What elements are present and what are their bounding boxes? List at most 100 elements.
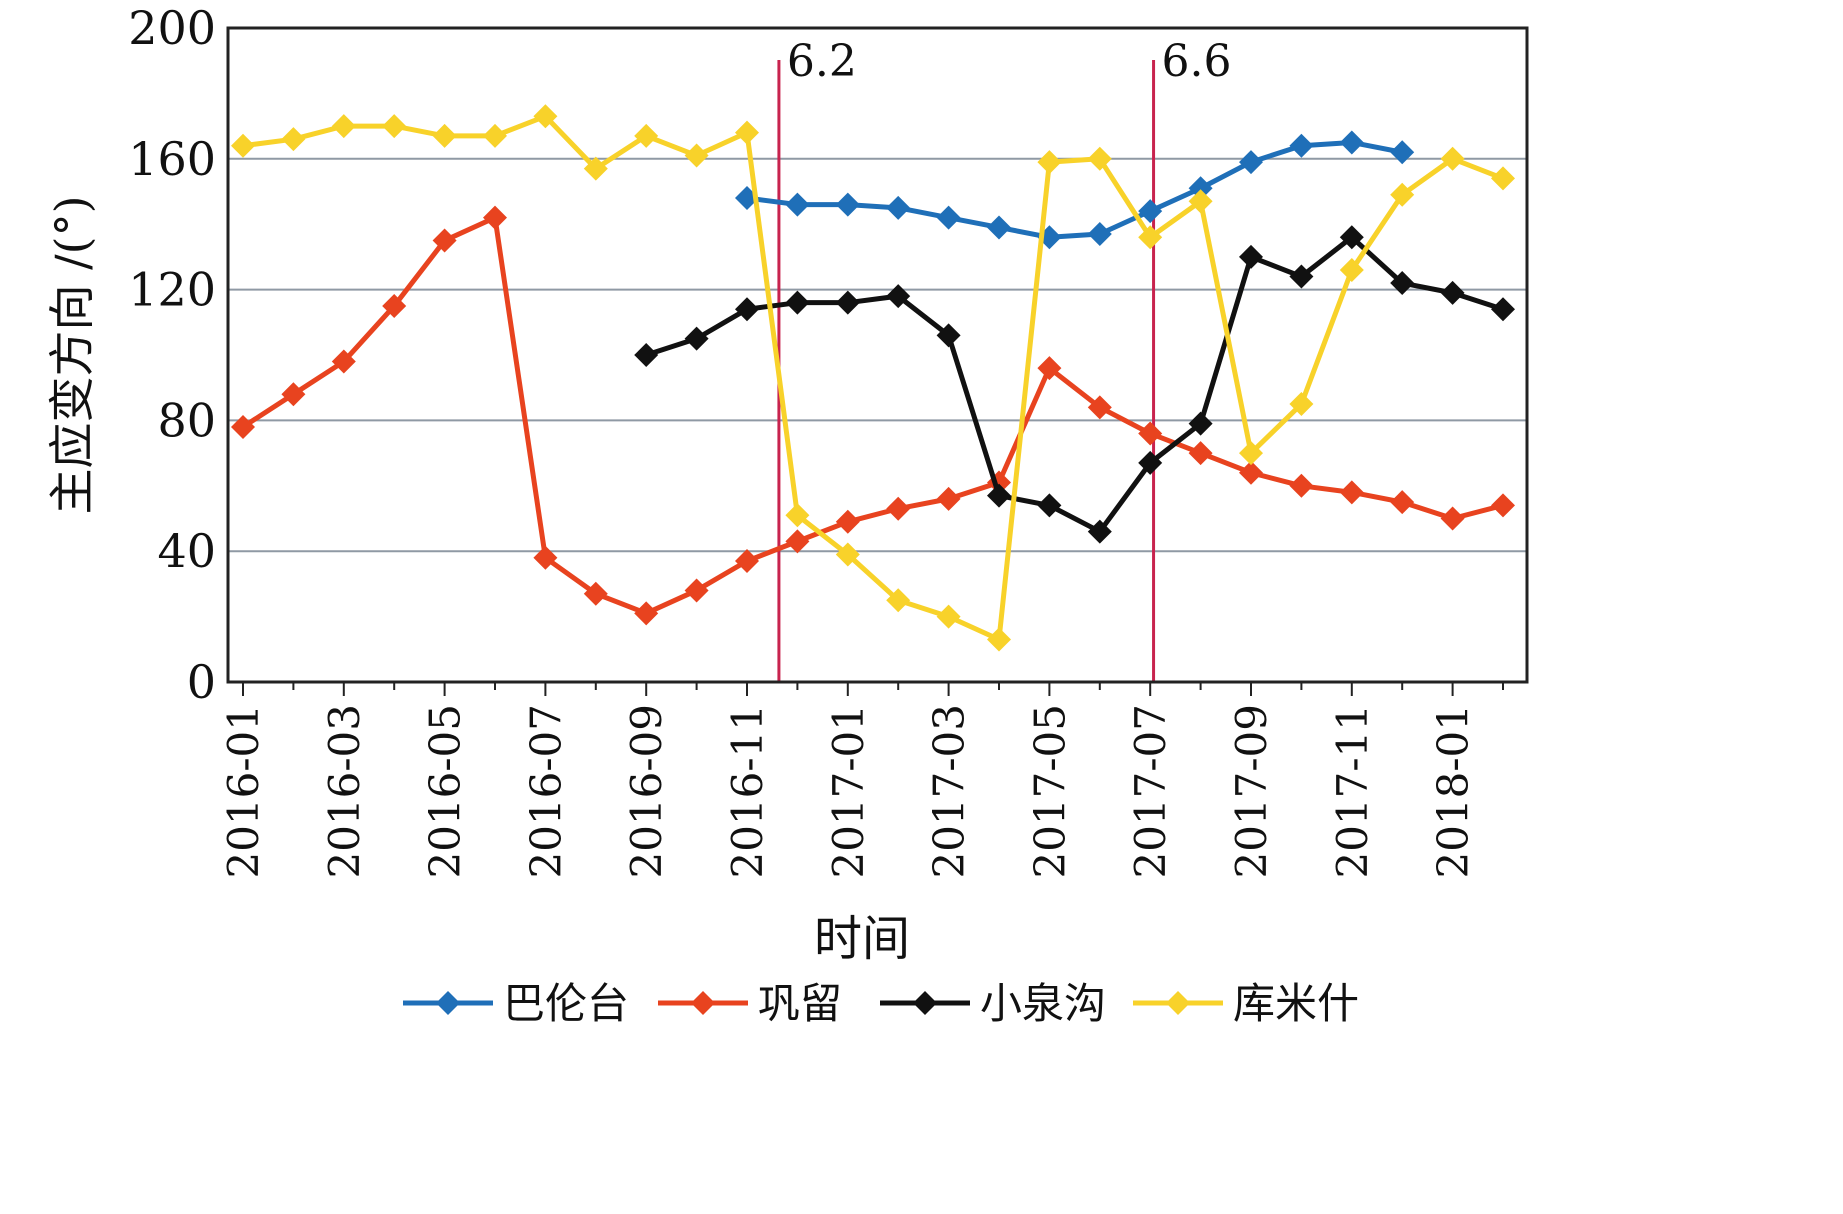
data-point bbox=[231, 133, 255, 158]
data-point bbox=[331, 114, 356, 139]
data-point bbox=[432, 123, 457, 148]
legend-item: 小泉沟 bbox=[880, 979, 1106, 1028]
series-巩留 bbox=[231, 205, 1515, 626]
series-line bbox=[645, 234, 1504, 535]
data-point bbox=[1289, 392, 1314, 417]
legend-label: 小泉沟 bbox=[980, 979, 1106, 1028]
data-point bbox=[634, 123, 659, 148]
data-point bbox=[634, 601, 659, 626]
x-axis: 2016-01 2016-03 2016-05 2016-07 2016-09 2016-… bbox=[219, 682, 1504, 879]
data-point bbox=[987, 215, 1011, 240]
x-tick-label: 2017-09 bbox=[1227, 704, 1276, 879]
series-group bbox=[231, 104, 1515, 652]
x-tick-label: 2016-01 bbox=[219, 704, 268, 879]
x-tick-label: 2018-01 bbox=[1429, 704, 1478, 879]
data-point bbox=[1491, 297, 1515, 322]
annotation-label: 6.6 bbox=[1162, 36, 1232, 87]
x-axis-label: 时间 bbox=[814, 911, 910, 967]
legend-item: 巴伦台 bbox=[403, 979, 629, 1028]
data-point bbox=[1239, 460, 1263, 485]
legend-label: 巩留 bbox=[758, 979, 842, 1028]
data-point bbox=[1491, 493, 1515, 518]
data-point bbox=[1289, 133, 1314, 158]
data-point bbox=[634, 343, 659, 367]
plot-area-border bbox=[226, 26, 1529, 684]
x-tick-label: 2017-07 bbox=[1126, 704, 1175, 879]
y-tick-label: 200 bbox=[128, 1, 216, 55]
legend-label: 巴伦台 bbox=[503, 979, 629, 1028]
series-库米什 bbox=[231, 104, 1515, 652]
data-point bbox=[1087, 519, 1112, 544]
data-point bbox=[1390, 140, 1415, 165]
data-point bbox=[1491, 166, 1515, 191]
data-point bbox=[1390, 490, 1415, 515]
data-point bbox=[1289, 264, 1314, 289]
data-point bbox=[1440, 506, 1465, 531]
data-point bbox=[1138, 225, 1163, 250]
data-point bbox=[835, 509, 860, 534]
data-point bbox=[382, 293, 407, 318]
y-tick-label: 80 bbox=[157, 393, 216, 447]
legend-marker bbox=[436, 991, 460, 1015]
y-tick-label: 0 bbox=[187, 655, 216, 709]
series-小泉沟 bbox=[634, 225, 1515, 544]
data-point bbox=[785, 192, 810, 217]
data-point bbox=[987, 627, 1011, 652]
y-tick-label: 160 bbox=[128, 132, 216, 186]
data-point bbox=[1440, 146, 1465, 171]
data-point bbox=[835, 192, 860, 217]
data-point bbox=[1138, 421, 1163, 446]
data-point bbox=[1087, 395, 1112, 420]
data-point bbox=[785, 290, 810, 315]
grid-lines bbox=[228, 157, 1527, 553]
data-point bbox=[281, 127, 306, 152]
data-point bbox=[1037, 356, 1062, 381]
data-point bbox=[1087, 146, 1112, 171]
data-point bbox=[331, 349, 356, 374]
data-point bbox=[936, 323, 961, 348]
data-point bbox=[1390, 271, 1415, 296]
data-point bbox=[886, 195, 911, 220]
legend-item: 巩留 bbox=[658, 979, 842, 1028]
y-axis-label: 主应变方向 /(°) bbox=[45, 195, 99, 514]
data-point bbox=[735, 297, 759, 322]
data-point bbox=[936, 604, 961, 629]
data-point bbox=[533, 545, 558, 570]
x-tick-label: 2016-03 bbox=[320, 704, 369, 879]
series-line bbox=[242, 113, 1504, 642]
y-tick-label: 40 bbox=[157, 524, 216, 578]
data-point bbox=[1289, 473, 1314, 498]
data-point bbox=[1188, 189, 1213, 214]
y-axis: 0 40 80 120 160 200 bbox=[128, 1, 216, 709]
data-point bbox=[886, 284, 911, 309]
x-tick-label: 2016-07 bbox=[521, 704, 570, 879]
data-point bbox=[1138, 450, 1163, 475]
x-tick-label: 2017-05 bbox=[1025, 704, 1074, 879]
data-point bbox=[785, 503, 810, 528]
series-line bbox=[746, 139, 1403, 240]
data-point bbox=[684, 326, 709, 351]
data-point bbox=[886, 496, 911, 521]
x-tick-label: 2017-01 bbox=[824, 704, 873, 879]
legend-marker bbox=[1166, 991, 1190, 1015]
data-point bbox=[735, 120, 759, 145]
data-point bbox=[1390, 182, 1415, 207]
data-point bbox=[583, 156, 608, 181]
y-tick-label: 120 bbox=[128, 263, 216, 317]
series-巴伦台 bbox=[735, 130, 1415, 250]
data-point bbox=[1138, 199, 1163, 224]
data-point bbox=[1239, 150, 1263, 175]
series-line bbox=[241, 215, 1504, 616]
data-point bbox=[886, 588, 911, 613]
data-point bbox=[1440, 280, 1465, 305]
data-point bbox=[583, 581, 608, 606]
x-tick-label: 2017-03 bbox=[925, 704, 974, 879]
legend-marker bbox=[913, 991, 937, 1015]
data-point bbox=[1188, 411, 1213, 436]
legend-marker bbox=[691, 991, 715, 1015]
data-point bbox=[684, 578, 709, 603]
annotation-label: 6.2 bbox=[787, 36, 857, 87]
x-tick-label: 2016-05 bbox=[421, 704, 470, 879]
data-point bbox=[281, 382, 306, 407]
